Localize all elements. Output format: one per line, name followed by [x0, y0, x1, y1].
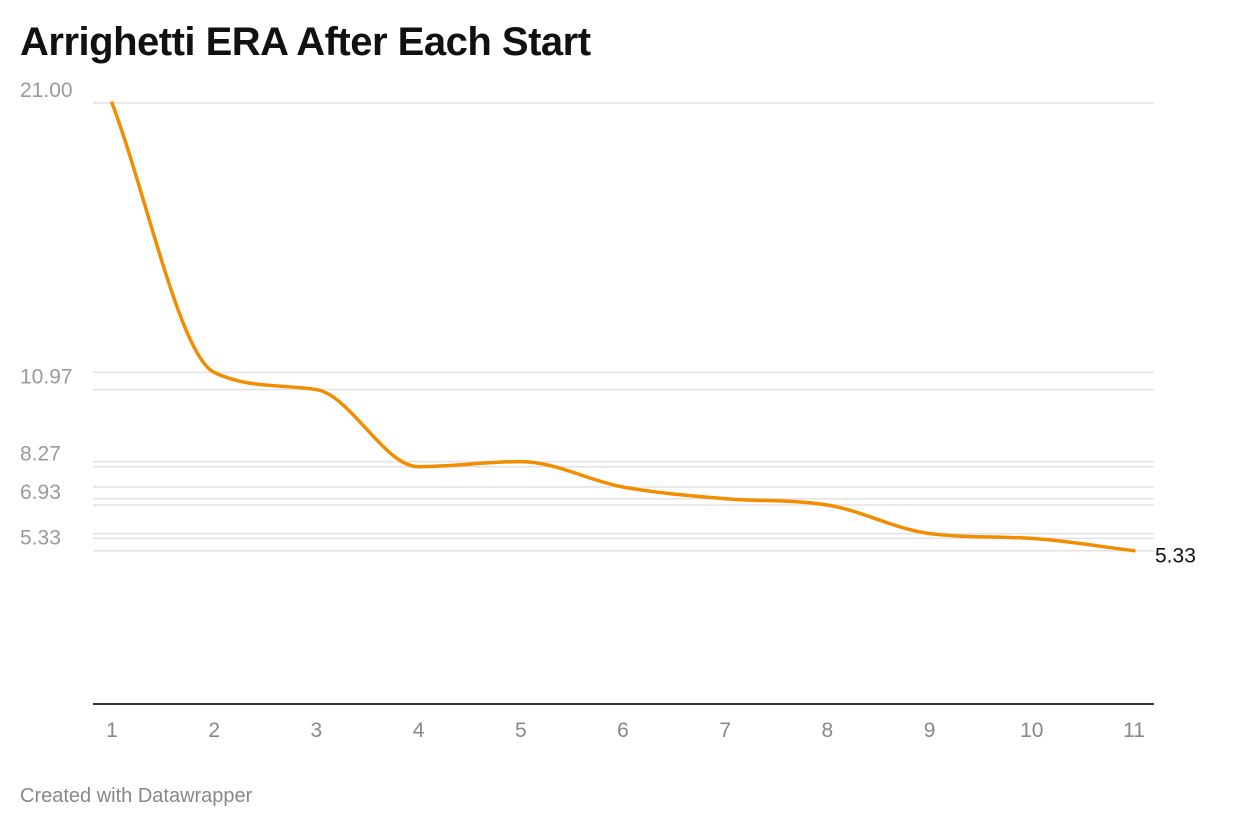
- x-tick-label: 11: [1123, 719, 1145, 742]
- x-tick-label: 9: [924, 719, 936, 742]
- end-value-label: 5.33: [1155, 545, 1196, 568]
- era-series-line: [110, 101, 1136, 553]
- x-tick-label: 7: [719, 719, 731, 742]
- x-tick-label: 2: [208, 719, 220, 742]
- x-tick-label: 3: [311, 719, 323, 742]
- y-tick-label: 10.97: [20, 366, 73, 389]
- chart-title: Arrighetti ERA After Each Start: [20, 20, 591, 64]
- y-tick-label: 8.27: [20, 443, 61, 466]
- x-axis-ticks: 1 2 3 4 5 6 7 8 9 10 11: [106, 719, 1145, 742]
- y-tick-label: 21.00: [20, 79, 73, 102]
- footer-credit: Created with Datawrapper: [20, 785, 253, 807]
- gridlines: [93, 102, 1154, 552]
- x-tick-label: 6: [617, 719, 629, 742]
- x-tick-label: 4: [413, 719, 425, 742]
- x-tick-label: 1: [106, 719, 118, 742]
- y-tick-label: 6.93: [20, 481, 61, 504]
- y-tick-label: 5.33: [20, 527, 61, 550]
- y-axis-ticks: 21.00 10.97 8.27 6.93 5.33: [20, 79, 73, 550]
- x-tick-label: 10: [1020, 719, 1043, 742]
- x-tick-label: 5: [515, 719, 527, 742]
- x-tick-label: 8: [822, 719, 834, 742]
